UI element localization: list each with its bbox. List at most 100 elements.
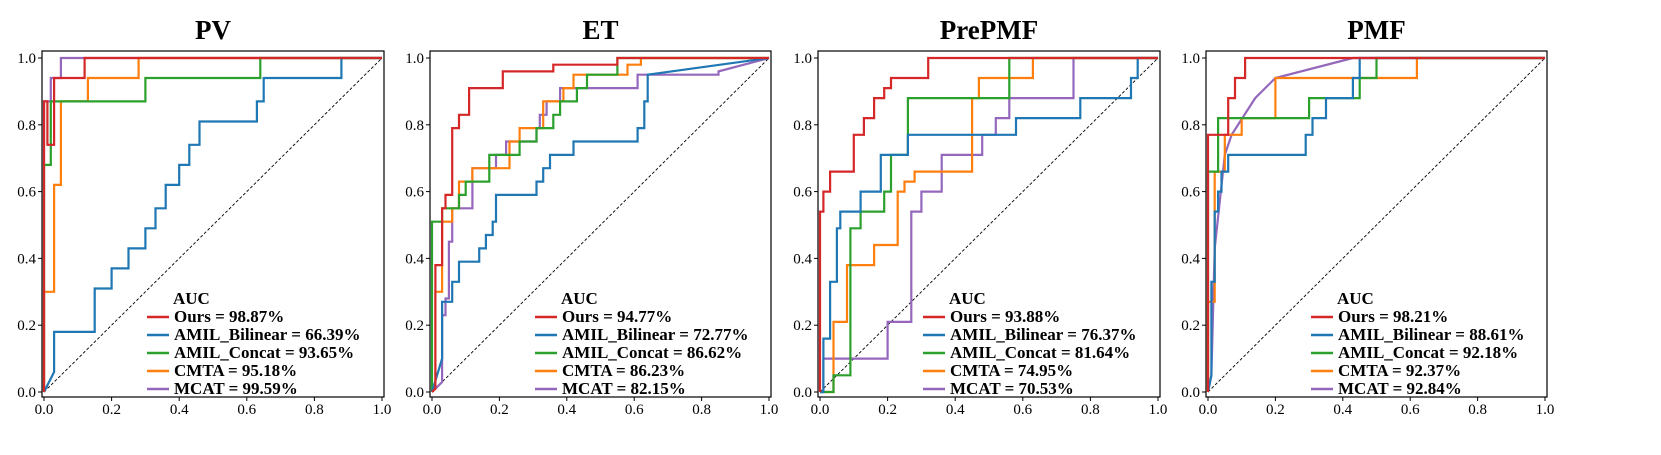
roc-line-amil-bilinear xyxy=(43,56,382,393)
x-tick-label: 0.8 xyxy=(1468,402,1487,418)
roc-line-amil-bilinear xyxy=(430,56,770,393)
y-tick-label: 1.0 xyxy=(1181,51,1200,67)
legend-label-amil-bilinear: AMIL_Bilinear = 88.61% xyxy=(1338,325,1524,344)
legend-title: AUC xyxy=(1337,289,1374,308)
plot-frame-pv xyxy=(41,50,385,398)
y-tick-label: 1.0 xyxy=(17,51,36,67)
x-tick-label: 0.4 xyxy=(557,402,576,418)
plot-frame-prepmf xyxy=(817,50,1161,398)
roc-line-amil-bilinear xyxy=(1206,56,1545,393)
chance-diagonal xyxy=(1207,57,1546,393)
legend-label-ours: Ours = 98.87% xyxy=(174,307,284,326)
y-tick-label: 0.0 xyxy=(793,385,812,401)
y-tick-label: 0.2 xyxy=(405,318,424,334)
y-tick-label: 0.6 xyxy=(1181,185,1200,201)
y-tick-label: 0.2 xyxy=(17,318,36,334)
y-tick-label: 0.0 xyxy=(1181,385,1200,401)
legend-label-ours: Ours = 98.21% xyxy=(1338,307,1448,326)
y-tick-label: 0.2 xyxy=(1181,318,1200,334)
panel-title-prepmf: PrePMF xyxy=(940,15,1038,45)
legend-label-amil-bilinear: AMIL_Bilinear = 66.39% xyxy=(174,325,360,344)
roc-line-amil-concat xyxy=(42,56,382,392)
x-tick-label: 0.0 xyxy=(811,402,830,418)
legend-label-amil-concat: AMIL_Concat = 92.18% xyxy=(1338,343,1518,362)
roc-line-cmta xyxy=(820,56,1158,394)
panel-prepmf: PrePMF 0.0 0.2 0.4 0.6 0.8 1.0 0.0 0.2 0.4 0.6 0.8 1… xyxy=(793,15,1167,418)
roc-line-mcat xyxy=(431,56,770,393)
legend-label-cmta: CMTA = 74.95% xyxy=(950,361,1073,380)
x-tick-label: 0.2 xyxy=(878,402,897,418)
x-tick-label: 1.0 xyxy=(373,402,392,418)
legend-label-amil-concat: AMIL_Concat = 81.64% xyxy=(950,343,1130,362)
x-tick-label: 1.0 xyxy=(1149,402,1168,418)
x-tick-label: 0.6 xyxy=(237,402,256,418)
x-tick-label: 0.6 xyxy=(1013,402,1032,418)
y-tick-label: 1.0 xyxy=(793,51,812,67)
roc-line-ours xyxy=(431,56,769,393)
y-tick-label: 1.0 xyxy=(405,51,424,67)
y-tick-label: 0.4 xyxy=(793,251,812,267)
x-tick-label: 0.4 xyxy=(946,402,965,418)
chance-diagonal xyxy=(431,57,770,393)
x-tick-label: 0.2 xyxy=(1266,402,1285,418)
x-tick-label: 0.2 xyxy=(490,402,509,418)
y-tick-label: 0.8 xyxy=(405,118,424,134)
y-tick-label: 0.4 xyxy=(405,251,424,267)
y-tick-label: 0.4 xyxy=(1181,251,1200,267)
plot-frame-et xyxy=(429,50,772,398)
chance-diagonal xyxy=(819,57,1159,393)
x-tick-label: 1.0 xyxy=(760,402,779,418)
roc-line-amil-concat xyxy=(430,56,769,392)
legend-label-amil-bilinear: AMIL_Bilinear = 76.37% xyxy=(950,325,1136,344)
legend-label-mcat: MCAT = 82.15% xyxy=(562,379,686,398)
y-tick-label: 0.0 xyxy=(17,385,36,401)
y-tick-label: 0.8 xyxy=(1181,118,1200,134)
x-tick-label: 0.6 xyxy=(625,402,644,418)
roc-line-amil-bilinear xyxy=(820,56,1158,394)
panel-title-et: ET xyxy=(582,15,618,45)
legend-label-mcat: MCAT = 99.59% xyxy=(174,379,298,398)
y-tick-label: 0.6 xyxy=(405,185,424,201)
legend-label-ours: Ours = 93.88% xyxy=(950,307,1060,326)
legend-title: AUC xyxy=(561,289,598,308)
x-tick-label: 0.8 xyxy=(1081,402,1100,418)
y-tick-label: 0.8 xyxy=(793,118,812,134)
chance-diagonal xyxy=(43,57,383,393)
x-tick-label: 0.4 xyxy=(170,402,189,418)
x-tick-label: 0.8 xyxy=(692,402,711,418)
x-tick-label: 0.6 xyxy=(1401,402,1420,418)
x-tick-label: 0.0 xyxy=(1199,402,1218,418)
legend-label-amil-bilinear: AMIL_Bilinear = 72.77% xyxy=(562,325,748,344)
panel-pv: PV 0.0 0.2 0.4 0.6 0.8 1.0 0.0 0.2 0.4 0.6 0.8 1.0 AU… xyxy=(17,15,391,418)
legend-label-cmta: CMTA = 86.23% xyxy=(562,361,685,380)
roc-line-ours xyxy=(42,56,382,392)
legend-label-cmta: CMTA = 92.37% xyxy=(1338,361,1461,380)
y-tick-label: 0.8 xyxy=(17,118,36,134)
legend-title: AUC xyxy=(173,289,210,308)
y-tick-label: 0.6 xyxy=(793,185,812,201)
x-tick-label: 0.4 xyxy=(1333,402,1352,418)
roc-line-ours xyxy=(818,56,1158,392)
panel-pmf: PMF 0.0 0.2 0.4 0.6 0.8 1.0 0.0 0.2 0.4 0.6 0.8 1.0 A… xyxy=(1181,15,1554,418)
x-tick-label: 0.0 xyxy=(35,402,54,418)
x-tick-label: 0.0 xyxy=(423,402,442,418)
legend-label-ours: Ours = 94.77% xyxy=(562,307,672,326)
x-tick-label: 0.2 xyxy=(102,402,121,418)
plot-frame-pmf xyxy=(1205,50,1548,398)
legend-label-cmta: CMTA = 95.18% xyxy=(174,361,297,380)
legend-title: AUC xyxy=(949,289,986,308)
legend-label-amil-concat: AMIL_Concat = 86.62% xyxy=(562,343,742,362)
y-tick-label: 0.2 xyxy=(793,318,812,334)
y-tick-label: 0.6 xyxy=(17,185,36,201)
roc-line-mcat xyxy=(820,56,1158,394)
x-tick-label: 0.8 xyxy=(305,402,324,418)
x-tick-label: 1.0 xyxy=(1536,402,1555,418)
legend-label-mcat: MCAT = 70.53% xyxy=(950,379,1074,398)
roc-line-amil-concat xyxy=(820,56,1158,394)
panel-title-pv: PV xyxy=(195,15,231,45)
panel-title-pmf: PMF xyxy=(1347,15,1405,45)
roc-line-amil-concat xyxy=(1206,56,1545,392)
y-tick-label: 0.0 xyxy=(405,385,424,401)
y-tick-label: 0.4 xyxy=(17,251,36,267)
